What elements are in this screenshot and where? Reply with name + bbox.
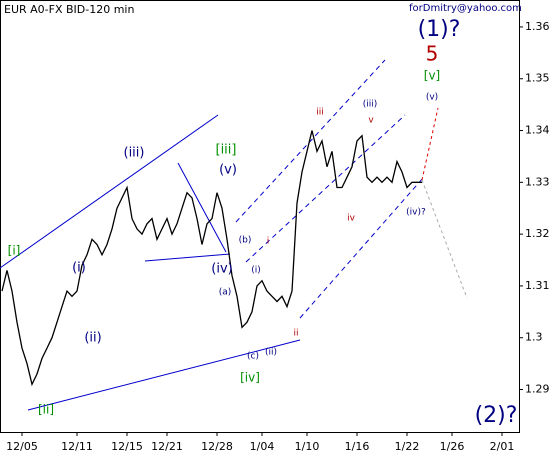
plot-frame <box>0 0 520 433</box>
wave-label: (ii) <box>84 331 101 346</box>
wave-label: (2)? <box>475 403 518 428</box>
wave-label: (i) <box>251 266 261 276</box>
wave-label: (1)? <box>418 17 461 42</box>
wave-label: (c) <box>247 352 259 362</box>
wave-label: (iv)? <box>406 208 426 218</box>
wave-label: (i) <box>72 261 86 276</box>
wave-label: 5 <box>426 42 439 66</box>
x-tick-label: 12/21 <box>151 440 183 453</box>
y-tick-label: 1.36 <box>525 20 550 33</box>
wave-label: i <box>267 237 270 247</box>
x-tick-label: 2/01 <box>490 440 515 453</box>
y-tick-label: 1.33 <box>525 175 550 188</box>
y-tick-label: 1.31 <box>525 279 550 292</box>
wave-label: v <box>368 116 374 126</box>
x-tick-label: 1/04 <box>250 440 275 453</box>
wave-label: (b) <box>239 236 252 246</box>
wave-lines <box>0 59 468 411</box>
x-tick-label: 12/15 <box>111 440 143 453</box>
y-tick-label: 1.32 <box>525 227 550 240</box>
wave-label: [iii] <box>216 143 237 158</box>
wave-label: (a) <box>219 288 232 298</box>
x-tick-label: 1/16 <box>345 440 370 453</box>
y-tick-label: 1.29 <box>525 383 550 396</box>
wave-label: (ii) <box>265 348 277 358</box>
wave-label: ii <box>293 329 298 339</box>
wave-label: (iv) <box>211 262 232 277</box>
wave-label: (iii) <box>363 100 378 110</box>
wave-label: (iii) <box>124 146 145 161</box>
y-tick-label: 1.3 <box>525 331 543 344</box>
y-tick-label: 1.34 <box>525 124 550 137</box>
price-line <box>1 130 422 387</box>
x-tick-label: 12/11 <box>61 440 93 453</box>
x-tick-label: 12/28 <box>201 440 233 453</box>
x-tick-label: 1/10 <box>295 440 320 453</box>
x-tick-label: 1/22 <box>395 440 420 453</box>
x-tick-label: 12/05 <box>6 440 38 453</box>
wave-label: [v] <box>424 69 440 83</box>
wave-label: [ii] <box>38 403 54 417</box>
x-tick-label: 1/26 <box>440 440 465 453</box>
wave-label: [iv] <box>240 371 260 385</box>
watermark: forDmitry@yahoo.com <box>409 3 522 14</box>
wave-label: iii <box>316 108 324 118</box>
wave-label: iv <box>347 214 356 224</box>
wave-label: (v) <box>219 163 237 178</box>
wave-label: [i] <box>8 244 21 258</box>
chart-title: EUR A0-FX BID-120 min <box>4 3 134 16</box>
wave-label: (v) <box>426 93 438 103</box>
y-tick-label: 1.35 <box>525 72 550 85</box>
